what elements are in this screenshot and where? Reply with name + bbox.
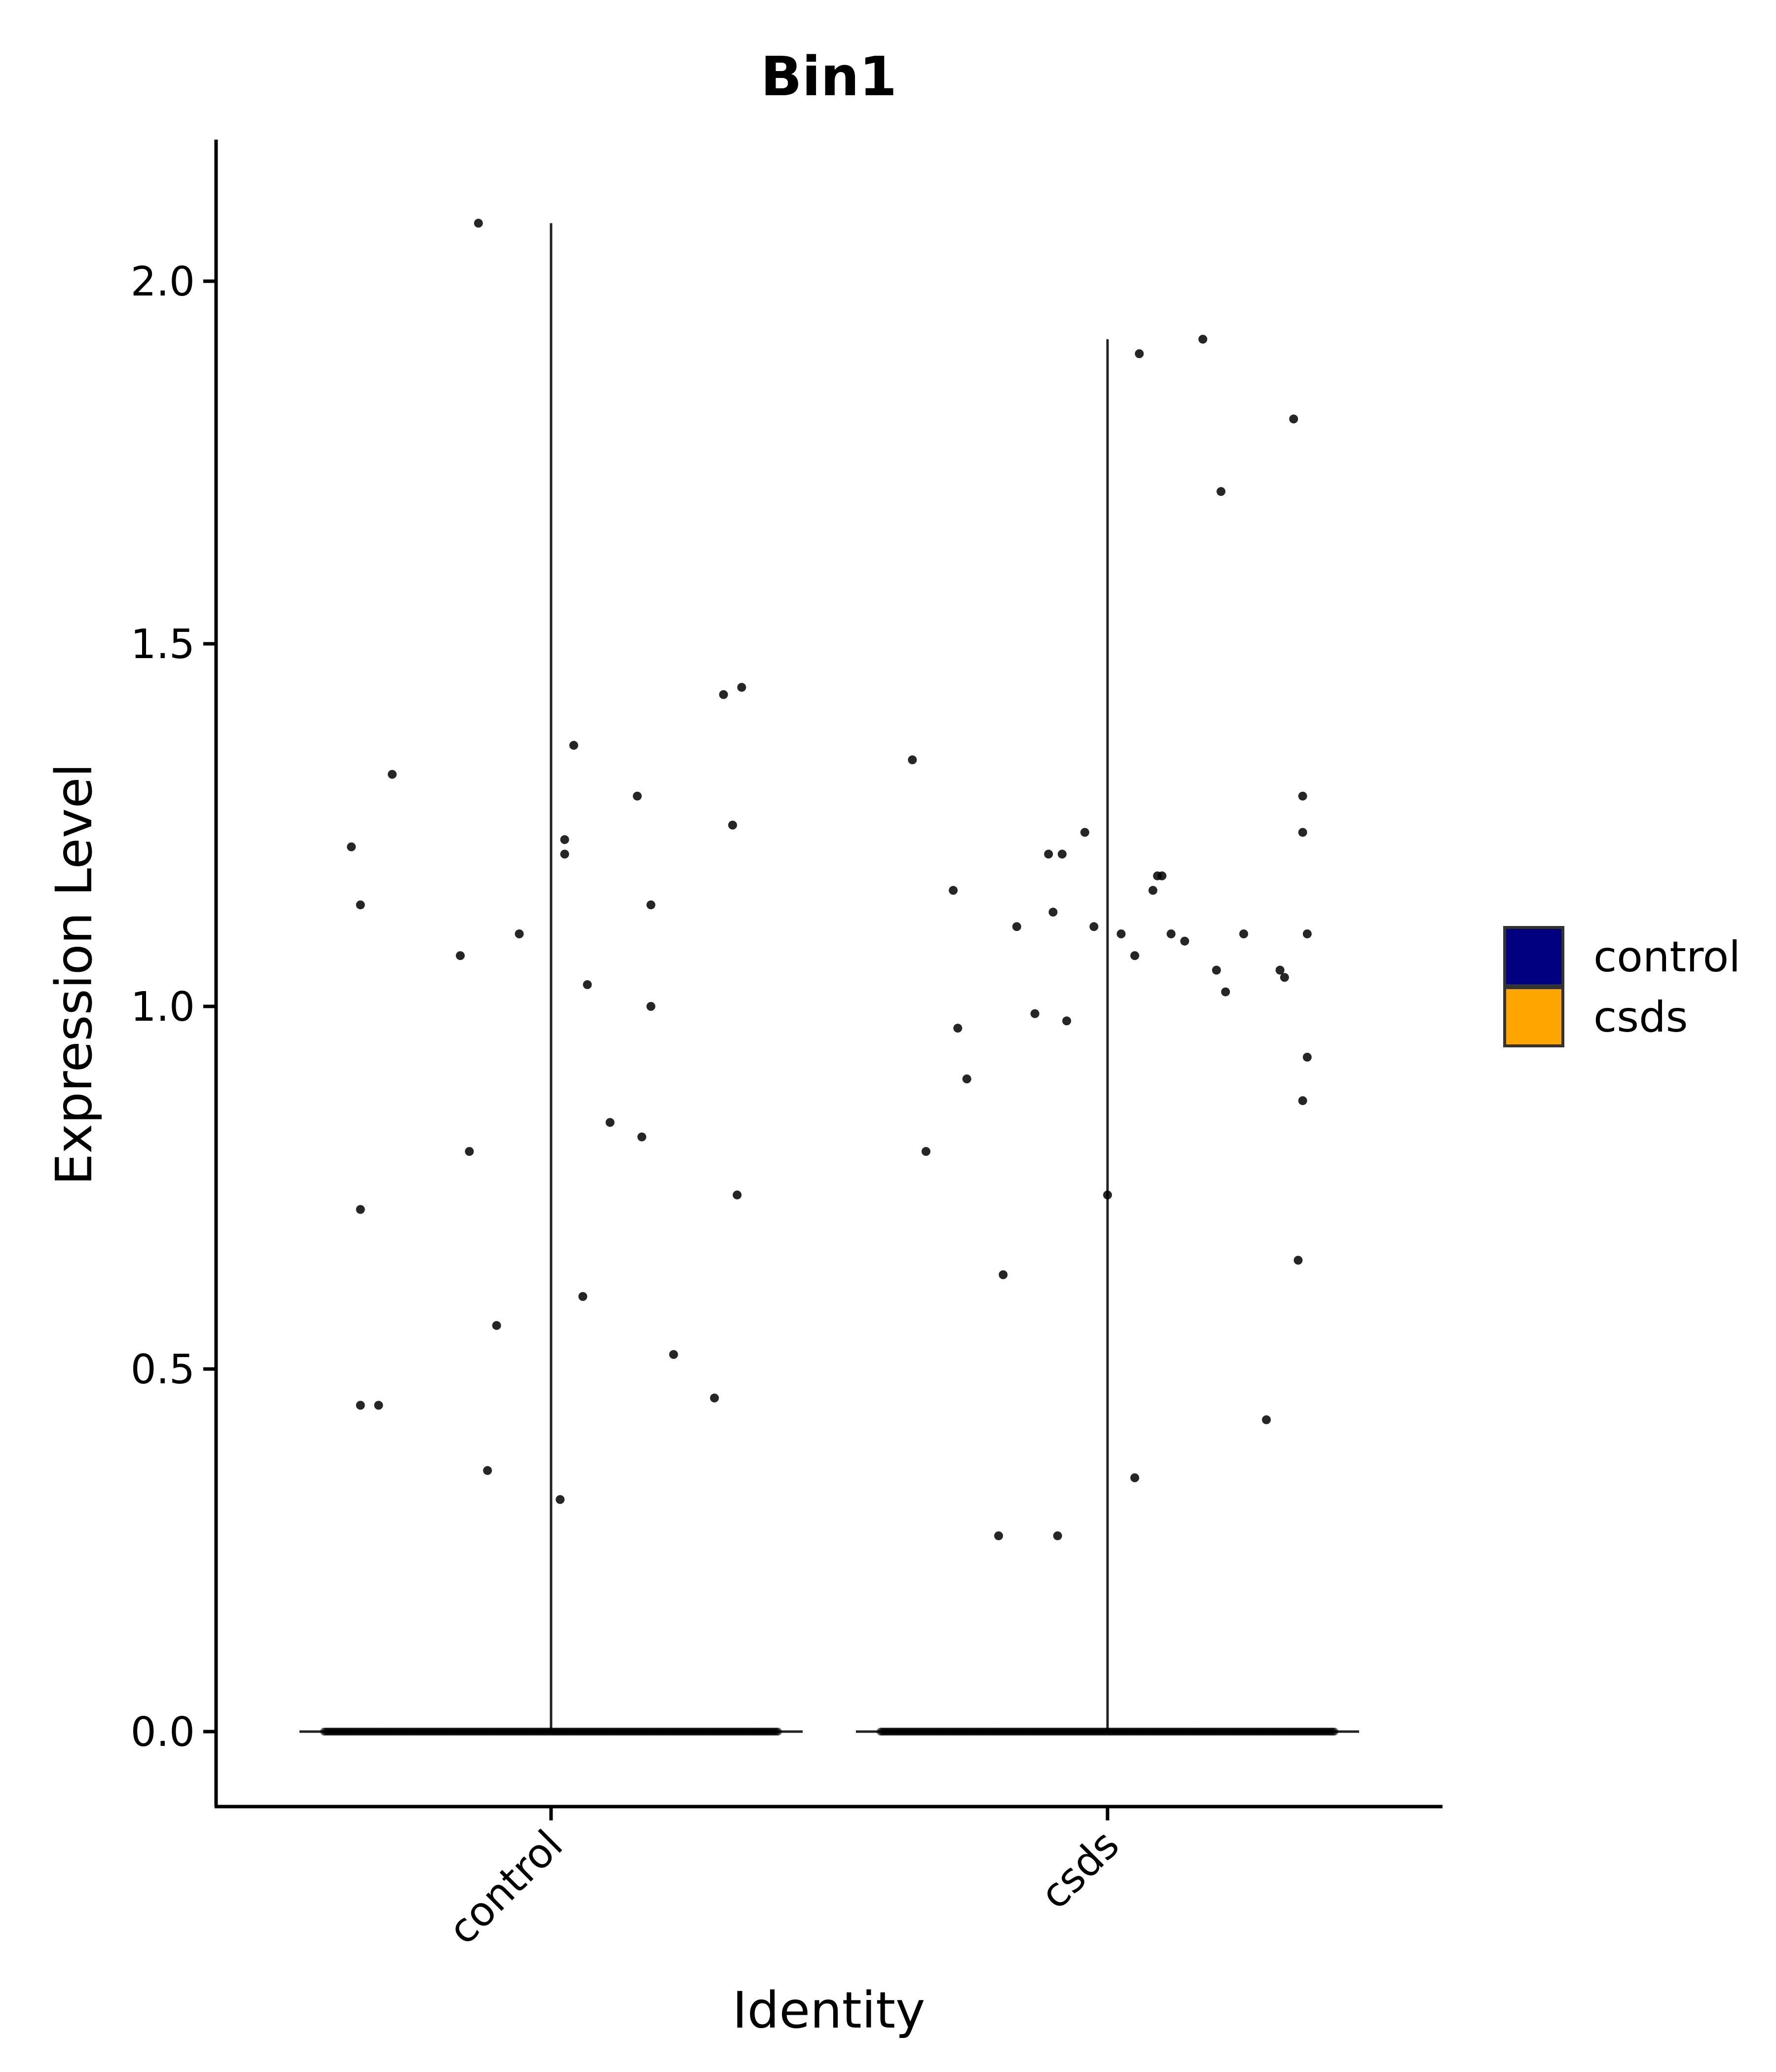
data-point (1212, 965, 1221, 975)
data-point (710, 1393, 719, 1403)
data-point (560, 850, 569, 859)
data-point (578, 1292, 588, 1301)
data-point (1298, 828, 1307, 837)
data-point (922, 1147, 930, 1156)
data-point (465, 1147, 474, 1156)
data-point (632, 791, 642, 801)
data-point (1294, 1256, 1303, 1265)
zero-points (877, 1728, 1338, 1736)
y-tick-label: 0.5 (131, 1346, 195, 1393)
data-point (999, 1270, 1008, 1279)
data-point (1044, 850, 1053, 859)
data-point (492, 1321, 501, 1330)
data-point (1135, 349, 1144, 358)
y-tick-label: 1.0 (131, 984, 195, 1031)
data-point (1148, 886, 1157, 895)
data-point (583, 980, 592, 989)
data-point (1280, 973, 1289, 982)
legend-swatch (1503, 986, 1564, 1047)
data-point (737, 683, 746, 692)
data-point-zero (774, 1728, 782, 1736)
data-point (1103, 1190, 1112, 1200)
data-point (356, 900, 365, 910)
data-point (456, 951, 465, 961)
zero-points (320, 1728, 782, 1736)
data-point (1089, 922, 1099, 931)
data-point (733, 1190, 742, 1200)
data-point (1298, 791, 1307, 801)
data-point (1262, 1415, 1271, 1424)
x-tick-label: csds (1032, 1821, 1128, 1918)
plot-area (299, 219, 1359, 1736)
data-point (605, 1118, 615, 1127)
data-point (962, 1074, 971, 1083)
data-point (474, 219, 483, 228)
data-point (1053, 1531, 1062, 1541)
data-point (719, 690, 728, 699)
violin-group-csds (856, 334, 1359, 1736)
legend-item-control: control (1503, 926, 1740, 987)
x-tick-label: control (440, 1821, 572, 1954)
data-point (374, 1401, 383, 1410)
data-point (388, 770, 397, 779)
violin-group-control (299, 219, 803, 1736)
data-point (560, 835, 569, 844)
data-point (1275, 965, 1285, 975)
data-point (1062, 1016, 1072, 1026)
data-point (1157, 871, 1167, 881)
y-tick-label: 2.0 (131, 259, 195, 305)
y-tick-label: 1.5 (131, 621, 195, 668)
data-point (356, 1205, 365, 1214)
data-point (1058, 850, 1067, 859)
data-point (953, 1024, 962, 1033)
legend-swatch (1503, 926, 1564, 987)
legend-item-csds: csds (1503, 986, 1688, 1047)
data-point (515, 929, 524, 938)
data-point (1180, 936, 1189, 946)
data-point (1116, 929, 1126, 938)
y-axis-title: Expression Level (45, 763, 104, 1185)
data-point (356, 1401, 365, 1410)
data-point (1012, 922, 1021, 931)
x-axis-title: Identity (733, 1981, 925, 2040)
data-point (1130, 951, 1140, 961)
data-point (1048, 907, 1058, 917)
data-point-zero (1331, 1728, 1338, 1736)
legend-label: csds (1593, 993, 1688, 1042)
data-point (1298, 1096, 1307, 1106)
legend: control csds (1503, 926, 1740, 1047)
data-point (949, 886, 958, 895)
x-axis-ticks: control csds (440, 1807, 1128, 1954)
legend-label: control (1593, 932, 1740, 982)
data-point (1217, 487, 1225, 496)
data-point (994, 1531, 1003, 1541)
data-point (483, 1466, 492, 1475)
y-axis-ticks: 0.0 0.5 1.0 1.5 2.0 (131, 259, 216, 1756)
data-point (1080, 828, 1089, 837)
data-point (1302, 929, 1312, 938)
data-point (637, 1132, 646, 1142)
data-point (1198, 334, 1208, 344)
data-point (669, 1350, 678, 1359)
data-point (555, 1495, 565, 1504)
data-point (728, 820, 737, 830)
data-point (646, 900, 656, 910)
data-point (1289, 414, 1298, 424)
data-point (1221, 987, 1230, 997)
y-tick-label: 0.0 (131, 1709, 195, 1756)
data-point (1130, 1473, 1140, 1482)
data-point (1166, 929, 1176, 938)
data-point (569, 740, 578, 750)
data-point (646, 1002, 656, 1011)
data-point (347, 842, 356, 851)
data-point (908, 755, 917, 765)
data-point (1239, 929, 1248, 938)
data-point (1302, 1052, 1312, 1062)
data-point (1030, 1009, 1039, 1018)
chart-title: Bin1 (761, 45, 897, 108)
